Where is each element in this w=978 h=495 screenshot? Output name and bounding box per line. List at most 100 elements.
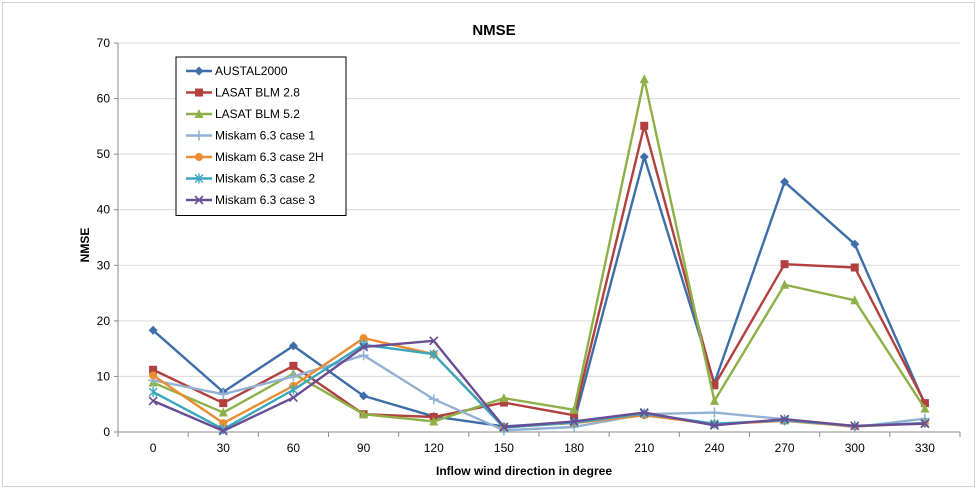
legend-entry: Miskam 6.3 case 3 xyxy=(186,193,315,207)
data-point-miskam-6-3-case-3 xyxy=(429,336,439,346)
legend-label: Miskam 6.3 case 2 xyxy=(215,172,315,186)
data-point-miskam-6-3-case-2 xyxy=(709,418,719,429)
data-point-lasat-blm-5-2 xyxy=(780,279,790,289)
legend-swatch-marker xyxy=(195,153,203,161)
data-point-lasat-blm-2-8 xyxy=(850,263,859,272)
data-point-lasat-blm-5-2 xyxy=(639,74,649,84)
data-point-miskam-6-3-case-3 xyxy=(780,414,790,424)
legend-entry: Miskam 6.3 case 2 xyxy=(186,172,315,186)
data-point-miskam-6-3-case-2h xyxy=(149,371,158,380)
series-line-lasat-blm-2-8 xyxy=(152,124,926,419)
y-tick-label: 30 xyxy=(97,258,111,272)
data-point-miskam-6-3-case-3 xyxy=(288,392,298,403)
legend-swatch-marker xyxy=(195,88,203,97)
data-point-miskam-6-3-case-3 xyxy=(709,420,719,430)
data-point-miskam-6-3-case-1 xyxy=(358,350,369,361)
y-tick-label: 40 xyxy=(97,203,111,217)
data-point-austal2000 xyxy=(288,341,298,351)
legend-entry: AUSTAL2000 xyxy=(186,64,288,78)
data-point-lasat-blm-2-8 xyxy=(219,399,228,408)
data-point-miskam-6-3-case-3 xyxy=(920,419,930,429)
y-tick-label: 10 xyxy=(97,369,111,383)
data-point-lasat-blm-2-8 xyxy=(289,361,298,370)
legend-label: AUSTAL2000 xyxy=(215,64,288,78)
x-tick-label: 330 xyxy=(915,441,935,455)
data-point-miskam-6-3-case-1 xyxy=(709,407,720,418)
legend-swatch-marker xyxy=(194,173,204,184)
x-tick-label: 60 xyxy=(287,441,301,455)
legend-label: LASAT BLM 5.2 xyxy=(215,107,300,121)
data-point-miskam-6-3-case-2 xyxy=(148,386,158,397)
y-tick-label: 70 xyxy=(97,36,111,50)
legend: AUSTAL2000 LASAT BLM 2.8 LASAT BLM 5.2 Misk… xyxy=(175,56,347,216)
legend-entry: Miskam 6.3 case 1 xyxy=(186,129,315,143)
data-point-miskam-6-3-case-2 xyxy=(218,424,228,435)
data-point-lasat-blm-2-8 xyxy=(570,411,579,420)
data-point-miskam-6-3-case-3 xyxy=(850,421,860,431)
data-point-miskam-6-3-case-3 xyxy=(148,396,158,406)
axes: 0 10 20 30 40 50 60 70 0 30 60 90 120 150 180 210 240 270… xyxy=(97,36,961,455)
data-point-lasat-blm-2-8 xyxy=(149,365,158,374)
data-point-austal2000 xyxy=(148,325,158,335)
data-point-miskam-6-3-case-1 xyxy=(288,371,299,382)
x-tick-label: 180 xyxy=(564,441,584,455)
data-point-lasat-blm-2-8 xyxy=(640,121,649,130)
legend-label: LASAT BLM 2.8 xyxy=(215,86,300,100)
legend-label: Miskam 6.3 case 3 xyxy=(215,193,315,207)
data-point-lasat-blm-2-8 xyxy=(710,381,719,390)
data-point-miskam-6-3-case-3 xyxy=(639,407,649,418)
legend-swatch-marker xyxy=(194,130,204,141)
data-point-lasat-blm-5-2 xyxy=(359,409,369,419)
legend-entry: LASAT BLM 2.8 xyxy=(186,86,300,100)
data-point-austal2000 xyxy=(850,239,860,249)
legend-entry: LASAT BLM 5.2 xyxy=(186,107,300,121)
y-tick-label: 50 xyxy=(97,147,111,161)
legend-swatch-marker xyxy=(194,195,204,205)
legend-label: Miskam 6.3 case 2H xyxy=(215,150,324,164)
data-point-miskam-6-3-case-2h xyxy=(219,419,228,428)
x-tick-label: 30 xyxy=(217,441,231,455)
x-tick-label: 240 xyxy=(704,441,724,455)
data-point-lasat-blm-5-2 xyxy=(218,407,228,417)
data-point-lasat-blm-5-2 xyxy=(499,393,509,403)
x-tick-label: 210 xyxy=(634,441,654,455)
data-point-lasat-blm-5-2 xyxy=(850,295,860,305)
data-point-miskam-6-3-case-2 xyxy=(429,349,439,360)
y-tick-label: 60 xyxy=(97,92,111,106)
x-tick-label: 150 xyxy=(494,441,514,455)
data-point-lasat-blm-5-2 xyxy=(569,404,579,414)
data-point-austal2000 xyxy=(359,391,369,401)
legend-swatch-marker xyxy=(194,109,204,118)
data-point-lasat-blm-5-2 xyxy=(920,403,930,413)
data-point-miskam-6-3-case-3 xyxy=(359,342,369,352)
data-point-miskam-6-3-case-3 xyxy=(499,422,509,432)
data-point-miskam-6-3-case-3 xyxy=(218,426,228,436)
legend-label: Miskam 6.3 case 1 xyxy=(215,129,315,143)
data-point-lasat-blm-2-8 xyxy=(780,260,789,269)
data-point-miskam-6-3-case-2 xyxy=(288,384,298,395)
data-point-lasat-blm-5-2 xyxy=(429,416,439,426)
series-group xyxy=(148,74,930,436)
series-miskam-6-3-case-3 xyxy=(148,336,930,436)
data-point-lasat-blm-2-8 xyxy=(920,399,929,408)
data-point-lasat-blm-5-2 xyxy=(709,395,719,405)
x-tick-label: 300 xyxy=(845,441,865,455)
chart-border xyxy=(2,2,975,487)
data-point-miskam-6-3-case-3 xyxy=(569,416,579,427)
x-tick-label: 0 xyxy=(150,441,157,455)
x-tick-label: 120 xyxy=(424,441,444,455)
data-point-miskam-6-3-case-2h xyxy=(359,334,368,343)
x-tick-label: 270 xyxy=(775,441,795,455)
y-tick-label: 20 xyxy=(97,314,111,328)
data-point-miskam-6-3-case-1 xyxy=(428,394,439,405)
x-axis-label: Inflow wind direction in degree xyxy=(436,464,612,478)
legend-swatch-marker xyxy=(194,66,204,76)
y-axis-label: NMSE xyxy=(78,228,92,263)
data-point-austal2000 xyxy=(639,152,649,162)
data-point-miskam-6-3-case-1 xyxy=(218,389,229,400)
x-tick-label: 90 xyxy=(357,441,371,455)
chart-title: NMSE xyxy=(472,22,515,39)
y-tick-label: 0 xyxy=(103,425,110,439)
